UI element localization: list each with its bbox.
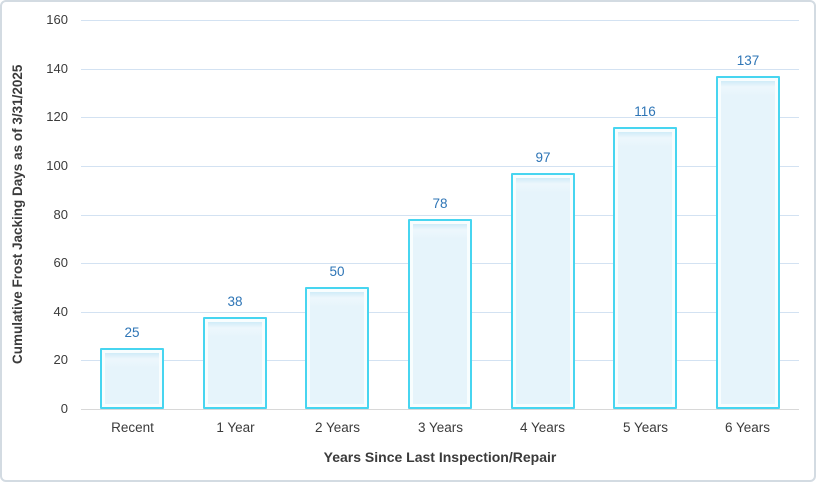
data-label: 78 <box>432 196 448 211</box>
y-axis-tick-label: 120 <box>46 109 68 124</box>
gridline <box>81 69 799 70</box>
y-axis-tick-label: 20 <box>53 352 68 367</box>
data-label: 116 <box>634 104 656 119</box>
y-axis-tick-label: 80 <box>53 207 68 222</box>
gridline <box>81 20 799 21</box>
bar-4-years <box>511 173 575 409</box>
x-axis-category-label: Recent <box>111 420 154 435</box>
y-axis-tick-label: 0 <box>60 401 68 416</box>
x-axis-category-label: 2 Years <box>314 420 361 435</box>
data-label: 50 <box>329 264 345 279</box>
gridline <box>81 215 799 216</box>
bar-2-years <box>305 287 369 409</box>
bar-6-years <box>716 76 780 409</box>
data-label: 137 <box>736 53 760 68</box>
y-axis-tick-label: 160 <box>46 12 68 27</box>
bar-1-year <box>203 317 267 409</box>
x-axis-category-label: 5 Years <box>622 420 669 435</box>
y-axis-tick-label: 100 <box>46 158 68 173</box>
x-axis-category-label: 6 Years <box>724 420 771 435</box>
x-axis-title: Years Since Last Inspection/Repair <box>323 449 557 465</box>
data-label: 25 <box>124 325 140 340</box>
x-axis-category-label: 3 Years <box>417 420 464 435</box>
data-label: 97 <box>535 150 551 165</box>
y-axis-tick-label: 60 <box>53 255 68 270</box>
x-axis-category-label: 1 Year <box>216 420 255 435</box>
bar-3-years <box>408 219 472 409</box>
data-label: 38 <box>227 294 243 309</box>
x-axis-line <box>81 409 799 410</box>
y-axis-tick-label: 140 <box>46 61 68 76</box>
gridline <box>81 117 799 118</box>
bar-5-years <box>613 127 677 409</box>
x-axis-category-label: 4 Years <box>519 420 566 435</box>
bar-recent <box>100 348 164 409</box>
gridline <box>81 166 799 167</box>
y-axis-tick-label: 40 <box>53 304 68 319</box>
